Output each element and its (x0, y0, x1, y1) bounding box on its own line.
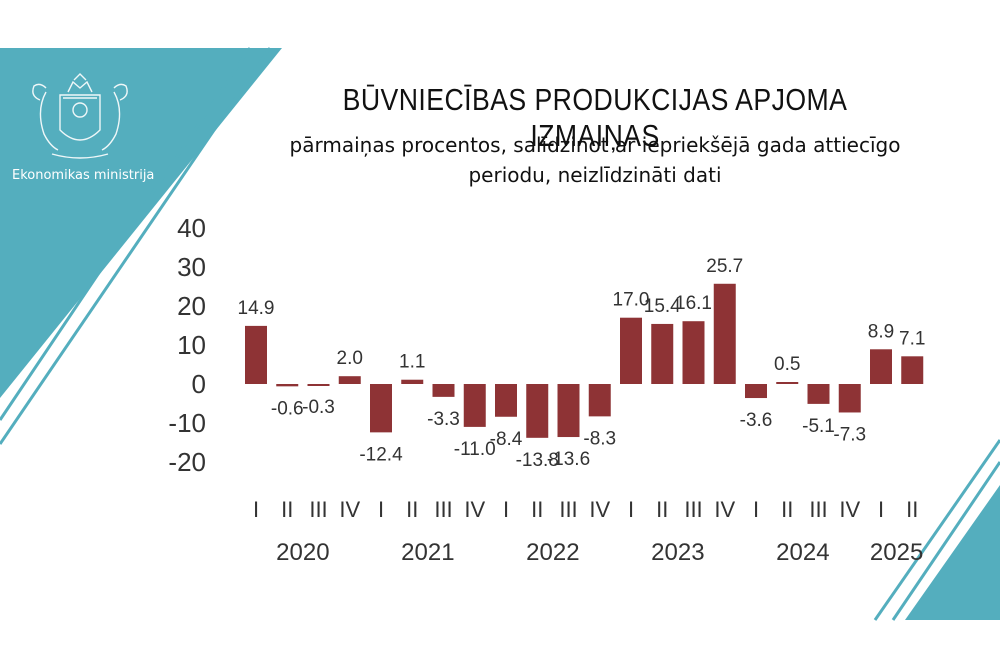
bar (370, 384, 392, 433)
data-label: 2.0 (337, 348, 363, 369)
y-tick-label: 10 (177, 330, 206, 360)
bar (432, 384, 455, 397)
data-label: -8.4 (490, 429, 523, 450)
x-tick-label: IV (589, 497, 610, 522)
y-axis: 40 30 20 10 0 -10 -20 (168, 213, 206, 477)
bar (401, 379, 424, 384)
bar (307, 384, 330, 386)
bar (870, 349, 892, 384)
x-tick-label: II (906, 497, 918, 522)
bar (557, 384, 580, 438)
y-tick-label: 0 (192, 369, 206, 399)
y-tick-label: 30 (177, 252, 206, 282)
x-tick-label: I (378, 497, 384, 522)
x-tick-label: I (878, 497, 884, 522)
x-tick-label: I (503, 497, 509, 522)
data-label: -7.3 (833, 424, 866, 445)
bar (338, 376, 361, 384)
data-label: 1.1 (399, 352, 425, 373)
bar (776, 382, 799, 384)
data-label: -8.3 (583, 428, 616, 449)
x-tick-label: II (281, 497, 293, 522)
bar (807, 384, 830, 404)
x-tick-label: IV (464, 497, 485, 522)
bar (495, 384, 517, 417)
data-label: -12.4 (359, 444, 403, 465)
bar (588, 384, 611, 417)
x-tick-label: I (253, 497, 259, 522)
data-label: -3.3 (427, 409, 460, 430)
x-tick-label: II (656, 497, 668, 522)
data-label: 14.9 (238, 298, 275, 319)
x-tick-label: III (809, 497, 827, 522)
bar-series (245, 283, 924, 438)
bar (276, 384, 299, 387)
x-year-label: 2020 (276, 539, 329, 566)
y-tick-label: -20 (168, 447, 206, 477)
y-tick-label: 20 (177, 291, 206, 321)
data-label: -11.0 (454, 439, 496, 460)
x-tick-label: IV (839, 497, 860, 522)
bar (745, 384, 767, 399)
data-label: -13.8 (516, 450, 559, 471)
x-tick-label: II (531, 497, 543, 522)
data-label: -3.6 (740, 410, 773, 431)
data-labels: 14.9-0.6-0.32.0-12.41.1-3.3-11.0-8.4-13.… (238, 256, 926, 471)
chart-title: BŪVNIECĪBAS PRODUKCIJAS APJOMA IZMAIŅAS (342, 82, 848, 153)
data-label: 17.0 (613, 290, 650, 311)
data-label: 25.7 (706, 256, 743, 277)
x-tick-label: IV (714, 497, 735, 522)
bar (651, 323, 674, 384)
x-year-label: 2025 (870, 539, 923, 566)
bar (526, 384, 549, 438)
x-tick-label: I (628, 497, 634, 522)
organization-name: Ekonomikas ministrija (12, 168, 155, 183)
x-tick-label: II (406, 497, 418, 522)
data-label: -5.1 (802, 416, 835, 437)
x-year-label: 2023 (651, 539, 704, 566)
data-label: -0.6 (271, 398, 304, 419)
data-label: -13.6 (547, 449, 590, 470)
data-label: 16.1 (675, 293, 712, 314)
x-axis: I II III IV I II III IV I II III IV I II III IV I II III IV… (253, 497, 923, 566)
y-tick-label: 40 (177, 213, 206, 243)
y-tick-label: -10 (168, 408, 206, 438)
x-year-label: 2021 (401, 539, 454, 566)
x-tick-label: III (434, 497, 452, 522)
x-tick-label: III (684, 497, 702, 522)
data-label: 0.5 (774, 354, 800, 375)
x-tick-label: III (559, 497, 577, 522)
bar (245, 325, 267, 384)
latvia-coat-of-arms-icon (32, 73, 128, 159)
data-label: 7.1 (899, 328, 925, 349)
data-label: 15.4 (644, 296, 681, 317)
bar (620, 317, 642, 384)
x-tick-label: I (753, 497, 759, 522)
x-tick-label: II (781, 497, 793, 522)
bar (682, 321, 705, 384)
chart-subtitle: pārmaiņas procentos, salīdzinot ar iepri… (289, 133, 901, 187)
data-label: -0.3 (302, 397, 335, 418)
bar (463, 384, 486, 427)
x-year-label: 2024 (776, 539, 829, 566)
x-year-label: 2022 (526, 539, 579, 566)
x-tick-label: IV (339, 497, 360, 522)
data-label: 8.9 (868, 321, 894, 342)
bar (838, 384, 861, 413)
x-tick-label: III (309, 497, 327, 522)
bar (713, 283, 736, 384)
bar (901, 356, 924, 384)
